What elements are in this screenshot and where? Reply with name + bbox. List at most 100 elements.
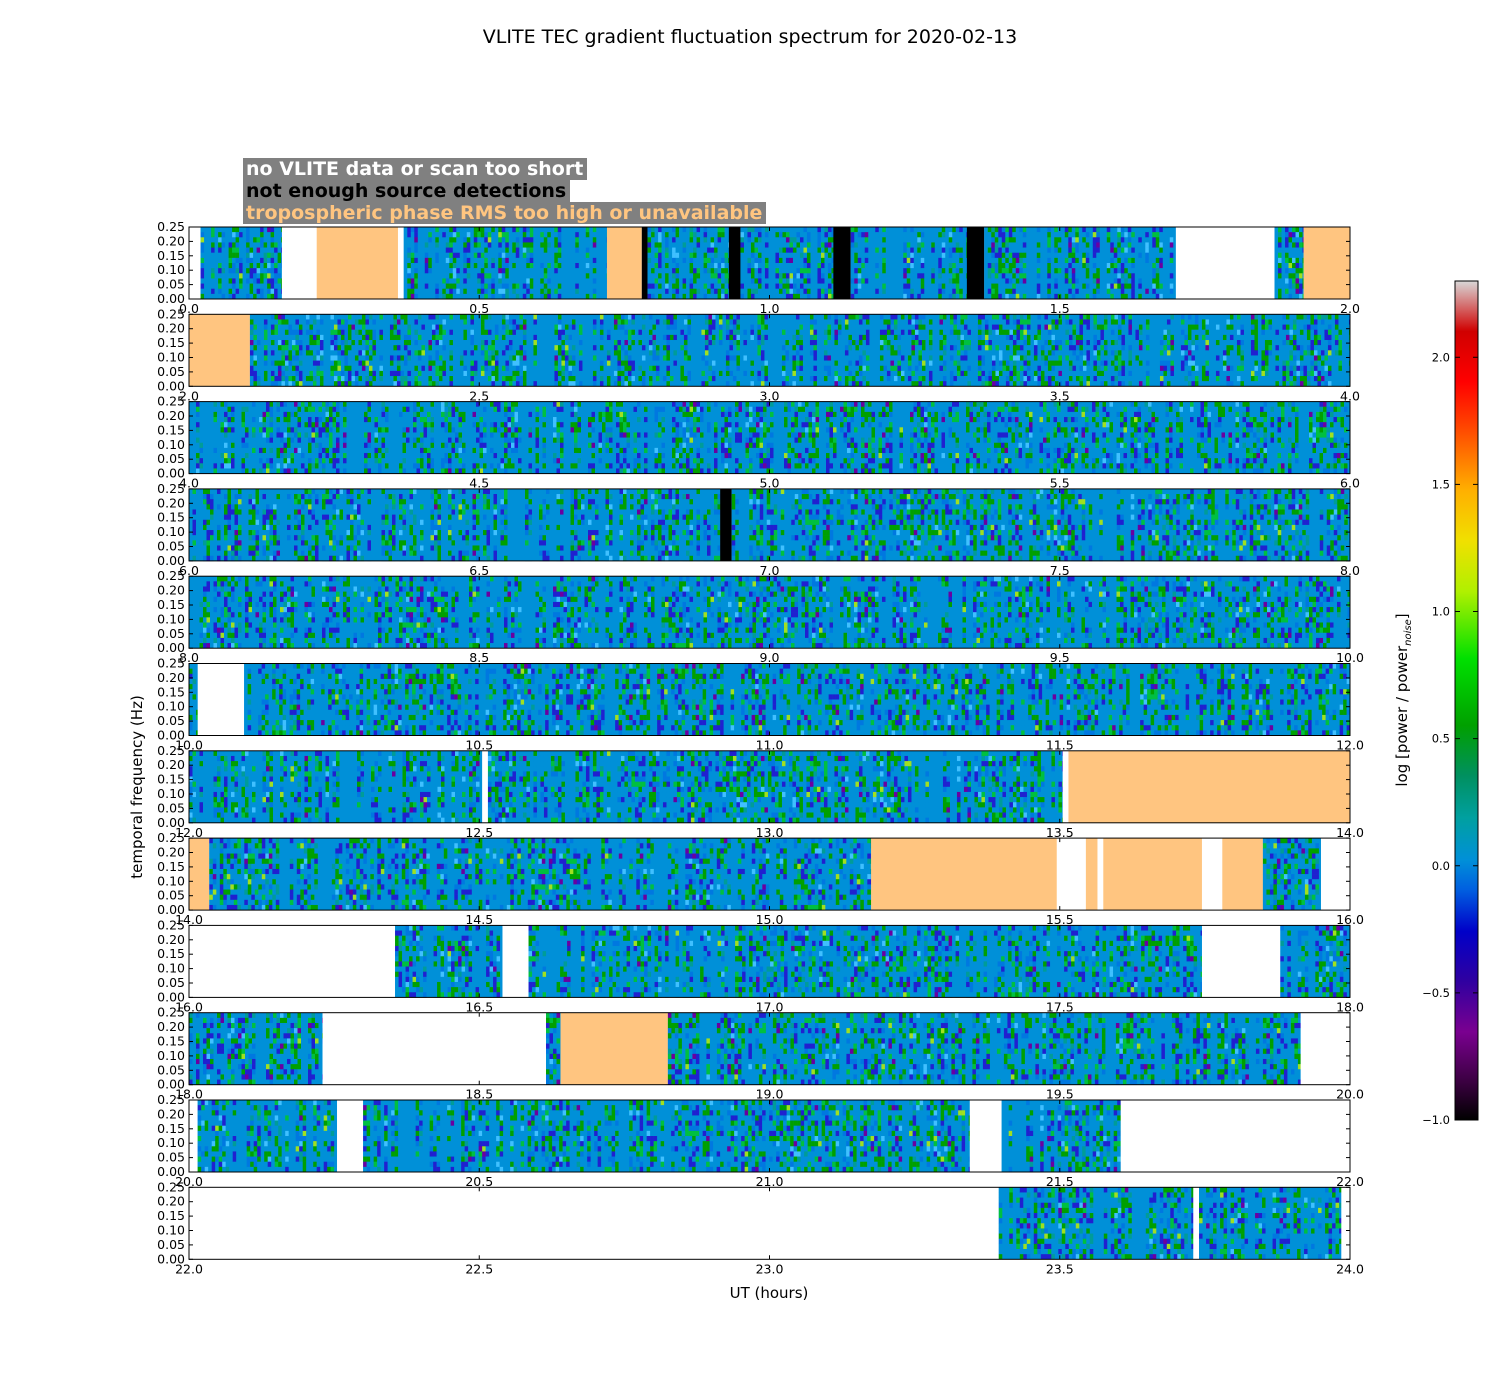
cell: [848, 319, 853, 325]
cell: [981, 334, 986, 341]
cell: [491, 381, 496, 387]
cell: [274, 324, 279, 330]
cell: [1093, 334, 1098, 341]
cell: [827, 355, 832, 361]
cell: [931, 273, 935, 279]
cell: [652, 355, 657, 361]
cell: [526, 263, 530, 269]
cell: [824, 293, 829, 300]
cell: [1058, 360, 1063, 366]
cell: [484, 334, 489, 341]
cell: [1145, 242, 1149, 248]
cell: [421, 376, 426, 382]
cell: [312, 360, 317, 366]
cell: [998, 334, 1003, 341]
cell: [333, 376, 338, 382]
cell: [687, 324, 692, 330]
cell: [750, 232, 755, 238]
cell: [906, 273, 911, 279]
cell: [494, 324, 499, 330]
cell: [795, 365, 800, 372]
cell: [948, 288, 953, 295]
cell: [651, 237, 655, 243]
cell: [277, 360, 282, 366]
cell: [1075, 268, 1079, 274]
cell: [337, 345, 342, 351]
cell: [1138, 288, 1142, 295]
cell: [253, 319, 258, 325]
cell: [792, 345, 797, 351]
cell: [1079, 355, 1084, 361]
cell: [651, 288, 655, 295]
cell: [1075, 293, 1079, 300]
cell: [641, 329, 646, 336]
cell: [561, 334, 566, 341]
cell: [747, 257, 752, 264]
cell: [939, 314, 944, 320]
quiet-column: [661, 227, 666, 299]
cell: [963, 345, 968, 351]
cell: [347, 360, 352, 366]
cell: [449, 283, 453, 289]
cell: [967, 355, 972, 361]
quiet-column: [746, 314, 751, 387]
cell: [827, 293, 832, 300]
cell: [487, 232, 492, 238]
cell: [991, 355, 996, 361]
cell: [704, 334, 709, 341]
cell: [1082, 237, 1086, 243]
cell: [907, 376, 912, 382]
cell: [505, 242, 509, 248]
cell: [725, 345, 730, 351]
cell: [1127, 288, 1132, 295]
cell: [949, 345, 954, 351]
cell: [1075, 376, 1080, 382]
cell: [480, 324, 485, 330]
cell: [796, 237, 801, 243]
cell: [897, 329, 902, 336]
cell: [991, 257, 995, 264]
cell: [463, 345, 468, 351]
cell: [995, 340, 1000, 346]
cell: [956, 381, 961, 387]
cell: [554, 355, 559, 361]
cell: [298, 381, 303, 387]
quiet-column: [498, 314, 503, 387]
cell: [956, 319, 961, 325]
cell: [942, 360, 947, 366]
cell: [1103, 324, 1108, 330]
cell: [554, 237, 558, 243]
cell: [834, 329, 839, 336]
cell: [494, 355, 499, 361]
cell: [789, 278, 794, 284]
cell: [505, 319, 510, 325]
cell: [1019, 237, 1023, 243]
cell: [232, 247, 236, 253]
cell: [967, 329, 972, 336]
cell: [620, 345, 625, 351]
cell: [512, 247, 516, 253]
cell: [442, 376, 447, 382]
cell: [672, 242, 676, 248]
cell: [522, 324, 527, 330]
cell: [701, 340, 706, 346]
cell: [917, 227, 921, 233]
cell: [403, 376, 408, 382]
cell: [463, 237, 467, 243]
cell: [827, 376, 832, 382]
cell: [862, 360, 867, 366]
cell: [435, 355, 440, 361]
cell: [883, 340, 888, 346]
cell: [714, 288, 718, 295]
cell: [347, 355, 352, 361]
cell: [941, 268, 946, 274]
cell: [701, 376, 706, 382]
cell: [708, 324, 713, 330]
cell: [711, 376, 716, 382]
cell: [494, 381, 499, 387]
cell: [1120, 252, 1125, 259]
cell: [1288, 242, 1293, 248]
cell: [952, 232, 956, 238]
cell: [1057, 263, 1062, 269]
cell: [1005, 257, 1009, 264]
